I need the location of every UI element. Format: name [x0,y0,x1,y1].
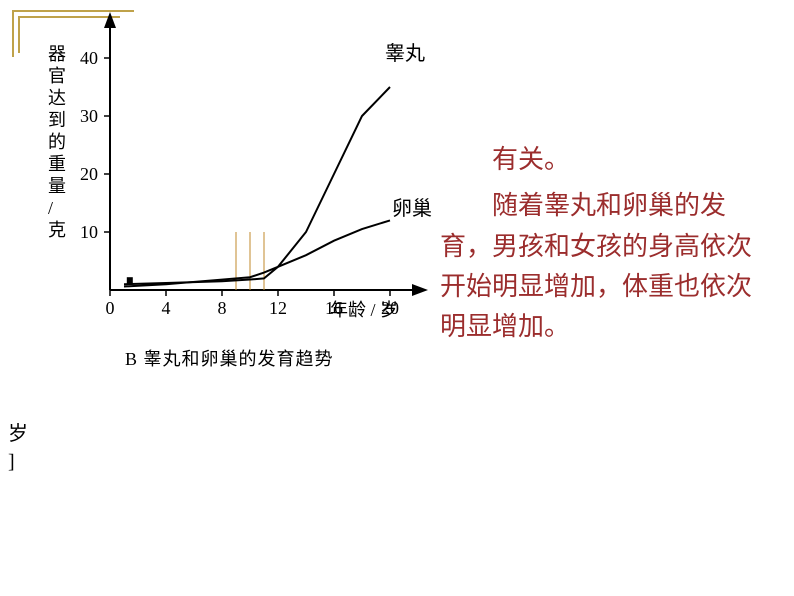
svg-text:到: 到 [48,110,66,130]
svg-text:8: 8 [218,298,227,318]
svg-text:卵巢: 卵巢 [392,197,432,220]
svg-text:量: 量 [48,176,66,196]
svg-text:20: 20 [80,164,98,184]
svg-text:达: 达 [48,88,66,108]
svg-text:12: 12 [269,298,287,318]
body-text: 有关。 随着睾丸和卵巢的发育，男孩和女孩的身高依次开始明显增加，体重也依次明显增… [440,140,770,347]
svg-text:克: 克 [48,220,66,240]
svg-text:40: 40 [80,48,98,68]
svg-text:30: 30 [80,106,98,126]
left-fragment-line2: ] [8,448,28,476]
svg-text:10: 10 [80,222,98,242]
svg-text:0: 0 [106,298,115,318]
svg-text:年龄 / 岁: 年龄 / 岁 [330,300,398,320]
svg-text:官: 官 [48,66,66,86]
chart-container: 04812162010203040睾丸卵巢年龄 / 岁器官达到的重量/克 B 睾… [30,0,440,380]
svg-text:/: / [48,198,53,218]
left-fragment-line1: 岁 [8,420,28,448]
svg-text:睾丸: 睾丸 [385,42,425,65]
chart-caption: B 睾丸和卵巢的发育趋势 [125,345,334,371]
left-fragment: 岁 ] [8,420,28,476]
slide: 岁 ] 04812162010203040睾丸卵巢年龄 / 岁器官达到的重量/克… [0,0,794,596]
line-chart: 04812162010203040睾丸卵巢年龄 / 岁器官达到的重量/克 [30,0,440,330]
svg-text:器: 器 [48,44,66,64]
svg-text:的: 的 [48,132,66,152]
paragraph-2: 随着睾丸和卵巢的发育，男孩和女孩的身高依次开始明显增加，体重也依次明显增加。 [440,186,770,347]
paragraph-1: 有关。 [440,140,770,180]
svg-text:重: 重 [48,154,66,174]
svg-text:4: 4 [162,298,171,318]
